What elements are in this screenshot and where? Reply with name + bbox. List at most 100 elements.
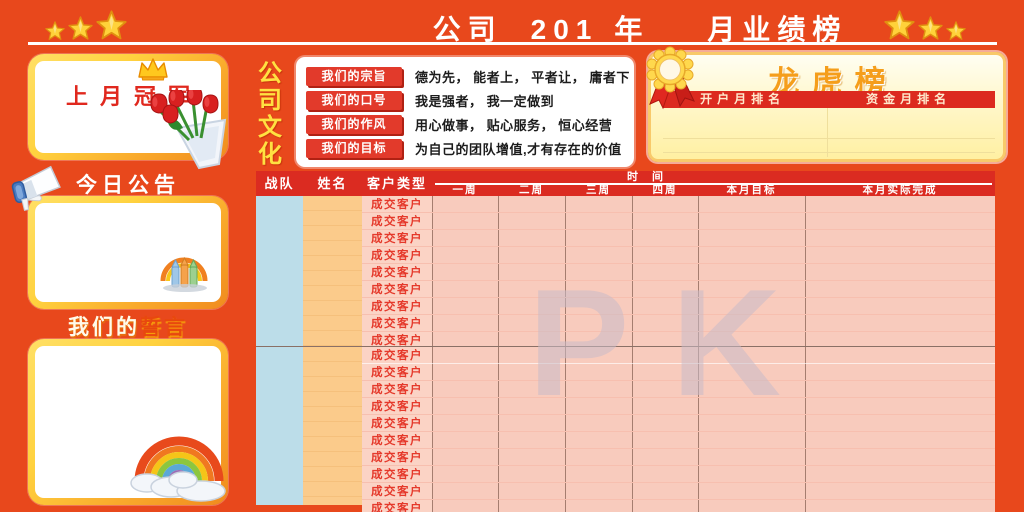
data-cell — [805, 315, 995, 331]
data-cell — [498, 500, 565, 512]
table-row: 成交客户 — [362, 196, 995, 213]
data-cell — [432, 281, 498, 297]
data-cell — [565, 281, 632, 297]
data-cell — [498, 432, 565, 448]
data-cell — [805, 415, 995, 431]
data-cell — [565, 432, 632, 448]
data-cell — [565, 483, 632, 499]
data-cell — [805, 264, 995, 280]
company-culture-box: 我们的宗旨 德为先， 能者上， 平者让， 庸者下 我们的口号 我是强者， 我一定做到我… — [296, 57, 634, 167]
data-cell — [698, 466, 805, 482]
customer-type-cell: 成交客户 — [362, 449, 432, 465]
culture-item-3: 我们的目标 为自己的团队增值,才有存在的价值 — [306, 138, 624, 158]
data-cell — [632, 432, 698, 448]
table-row: 成交客户 — [362, 315, 995, 332]
customer-type-cell: 成交客户 — [362, 298, 432, 314]
subcolumn-header-4: 本月目标 — [726, 184, 777, 196]
data-cell — [565, 500, 632, 512]
data-cell — [698, 315, 805, 331]
bouquet-icon — [141, 86, 233, 177]
customer-type-cell: 成交客户 — [362, 347, 432, 363]
title-year-number: 201 — [530, 14, 599, 45]
page-title: 公司 201 年 月业绩榜 — [400, 8, 880, 48]
data-cell — [632, 500, 698, 512]
data-cell — [698, 196, 805, 212]
data-cell — [632, 230, 698, 246]
data-cell — [698, 483, 805, 499]
data-cell — [498, 466, 565, 482]
data-cell — [698, 247, 805, 263]
data-cell — [805, 432, 995, 448]
data-cell — [632, 196, 698, 212]
table-body: 成交客户 成交客户 成交客户 成交客户 成交客户 成交客户 成交客户 成交客户 成交客户 成交客户… — [256, 196, 995, 512]
performance-table: 战队 姓名 客户类型 时间 一周 二周 三周 四周 本月目标 本月实际完成 成交客户 成交客… — [256, 171, 995, 512]
leaderboard-column-divider — [827, 108, 828, 157]
data-cell — [805, 213, 995, 229]
data-cell — [498, 415, 565, 431]
data-cell — [498, 398, 565, 414]
data-cell — [698, 415, 805, 431]
data-cell — [565, 364, 632, 380]
star-icon — [96, 10, 127, 40]
column-header-name: 姓名 — [317, 176, 348, 191]
data-cell — [432, 230, 498, 246]
data-cell — [805, 466, 995, 482]
culture-item-label: 我们的作风 — [306, 114, 402, 134]
data-cell — [698, 230, 805, 246]
data-cell — [805, 347, 995, 363]
data-cell — [565, 381, 632, 397]
data-cell — [565, 466, 632, 482]
data-cell — [432, 398, 498, 414]
megaphone-icon — [0, 164, 64, 223]
data-cell — [565, 230, 632, 246]
team-merged-cell — [256, 347, 303, 505]
table-row: 成交客户 — [362, 281, 995, 298]
customer-type-cell: 成交客户 — [362, 381, 432, 397]
data-cell — [565, 196, 632, 212]
data-cell — [432, 347, 498, 363]
data-cell — [432, 315, 498, 331]
subcolumn-header-0: 一周 — [452, 184, 478, 196]
data-cell — [432, 247, 498, 263]
culture-item-label: 我们的口号 — [306, 90, 402, 110]
data-cell — [498, 230, 565, 246]
culture-item-2: 我们的作风 用心做事， 贴心服务， 恒心经营 — [306, 114, 624, 134]
data-cell — [432, 432, 498, 448]
title-company: 公司 — [432, 14, 503, 45]
data-cell — [432, 213, 498, 229]
leaderboard-row-line — [663, 138, 995, 139]
data-cell — [632, 398, 698, 414]
table-row: 成交客户 — [362, 298, 995, 315]
data-cell — [498, 347, 565, 363]
data-cell — [632, 449, 698, 465]
table-row: 成交客户 — [362, 449, 995, 466]
data-cell — [565, 449, 632, 465]
data-cell — [498, 315, 565, 331]
data-cell — [432, 264, 498, 280]
data-cell — [632, 364, 698, 380]
table-row: 成交客户 — [362, 264, 995, 281]
time-subcolumn-headers: 一周 二周 三周 四周 本月目标 本月实际完成 — [432, 183, 995, 196]
data-cell — [805, 483, 995, 499]
table-row: 成交客户 — [362, 432, 995, 449]
table-row: 成交客户 — [362, 415, 995, 432]
data-cell — [698, 264, 805, 280]
last-month-champion-box: 上月冠军 — [28, 54, 228, 170]
column-header-customer-type: 客户类型 — [366, 176, 427, 191]
customer-type-cell: 成交客户 — [362, 281, 432, 297]
data-cell — [565, 247, 632, 263]
data-cell — [698, 332, 805, 348]
data-cell — [632, 466, 698, 482]
data-cell — [632, 247, 698, 263]
data-cell — [698, 364, 805, 380]
data-cell — [565, 315, 632, 331]
company-culture-vertical-label: 公司文化 — [252, 60, 288, 168]
subcolumn-header-5: 本月实际完成 — [862, 184, 938, 196]
announcement-box-content — [35, 203, 221, 302]
table-row: 成交客户 — [362, 247, 995, 264]
leaderboard-column-0: 开户月排名 — [700, 92, 786, 106]
data-cell — [632, 298, 698, 314]
data-cell — [632, 347, 698, 363]
